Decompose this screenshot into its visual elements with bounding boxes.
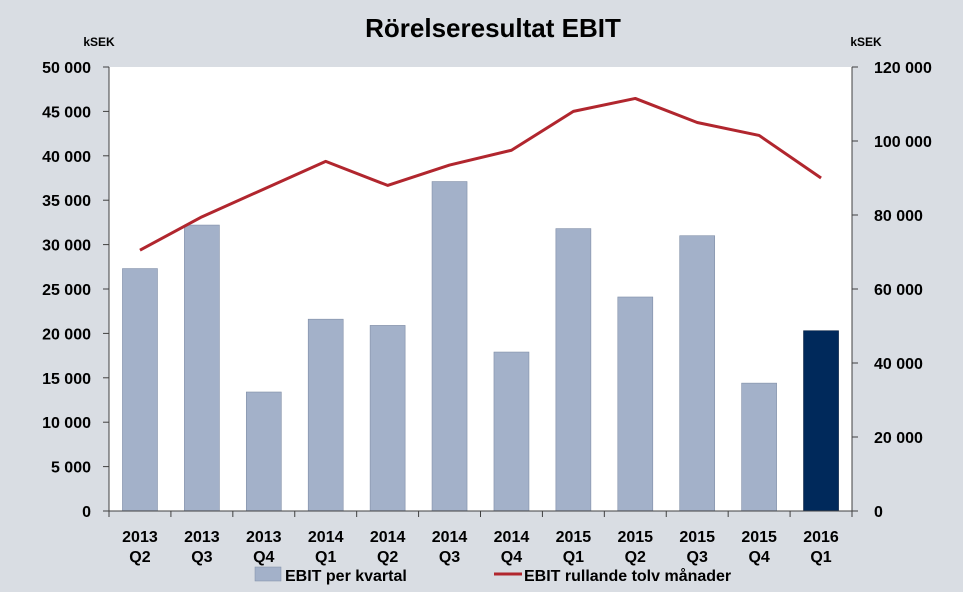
x-tick-label-year: 2014 (494, 529, 530, 546)
x-tick-label-year: 2016 (803, 529, 839, 546)
right-tick-label: 40 000 (874, 356, 923, 373)
bar-2013-Q2 (122, 268, 158, 512)
bar-2014-Q2 (369, 325, 406, 512)
bar-2016-Q1 (803, 330, 839, 512)
x-tick-label-quarter: Q3 (191, 549, 212, 566)
left-tick-label: 30 000 (42, 238, 91, 255)
legend-label-bar: EBIT per kvartal (285, 568, 407, 585)
x-tick-label-quarter: Q4 (501, 549, 522, 566)
bar-2013-Q3 (184, 224, 220, 512)
x-tick-label-quarter: Q2 (625, 549, 646, 566)
plot-area (109, 67, 852, 511)
x-tick-label-year: 2013 (184, 529, 220, 546)
right-tick-label: 60 000 (874, 282, 923, 299)
x-tick-label-year: 2014 (308, 529, 344, 546)
left-tick-label: 20 000 (42, 326, 91, 343)
left-axis-unit: kSEK (83, 35, 115, 49)
bar-2015-Q4 (741, 382, 777, 512)
left-tick-label: 45 000 (42, 104, 91, 121)
x-tick-label-quarter: Q3 (439, 549, 460, 566)
right-tick-label: 100 000 (874, 134, 932, 151)
x-tick-label-quarter: Q3 (687, 549, 708, 566)
x-tick-label-quarter: Q4 (748, 549, 769, 566)
left-tick-label: 5 000 (51, 460, 91, 477)
left-tick-label: 35 000 (42, 193, 91, 210)
right-axis-unit: kSEK (850, 35, 882, 49)
left-tick-label: 25 000 (42, 282, 91, 299)
bar-2014-Q3 (431, 181, 468, 512)
bar-2015-Q2 (617, 296, 654, 512)
legend: EBIT per kvartal EBIT rullande tolv måna… (254, 566, 731, 585)
x-tick-label-quarter: Q4 (253, 549, 274, 566)
x-tick-label-year: 2013 (122, 529, 158, 546)
left-tick-label: 10 000 (42, 415, 91, 432)
x-tick-label-year: 2014 (432, 529, 468, 546)
left-tick-label: 15 000 (42, 371, 91, 388)
bar-2014-Q4 (493, 351, 530, 512)
x-tick-label-quarter: Q2 (129, 549, 150, 566)
legend-swatch-bar (254, 566, 282, 582)
right-tick-label: 0 (874, 504, 883, 521)
x-tick-label-quarter: Q2 (377, 549, 398, 566)
left-tick-label: 50 000 (42, 60, 91, 77)
x-tick-label-year: 2015 (556, 529, 592, 546)
left-tick-label: 0 (82, 504, 91, 521)
bar-2015-Q3 (679, 235, 716, 512)
x-tick-label-quarter: Q1 (315, 549, 336, 566)
chart-title: Rörelseresultat EBIT (365, 13, 621, 43)
line-series-ebit-rullande (139, 96, 822, 252)
bar-2013-Q4 (245, 391, 282, 512)
x-tick-label-year: 2013 (246, 529, 282, 546)
x-tick-label-year: 2015 (741, 529, 777, 546)
x-tick-label-year: 2015 (679, 529, 715, 546)
bar-2015-Q1 (555, 228, 592, 512)
x-tick-label-year: 2015 (617, 529, 653, 546)
right-tick-label: 20 000 (874, 430, 923, 447)
x-tick-label-quarter: Q1 (563, 549, 584, 566)
line-ebit-rullande-tolv-manader (139, 96, 822, 252)
right-tick-label: 80 000 (874, 208, 923, 225)
right-tick-label: 120 000 (874, 60, 932, 77)
left-tick-label: 40 000 (42, 149, 91, 166)
bar-2014-Q1 (307, 318, 344, 512)
bar-series-ebit-per-kvartal (122, 181, 839, 512)
x-tick-label-year: 2014 (370, 529, 406, 546)
axes: 0 5 000 10 000 15 000 20 000 25 000 30 000 35 0… (42, 60, 932, 566)
legend-label-line: EBIT rullande tolv månader (524, 567, 731, 585)
x-tick-label-quarter: Q1 (810, 549, 831, 566)
